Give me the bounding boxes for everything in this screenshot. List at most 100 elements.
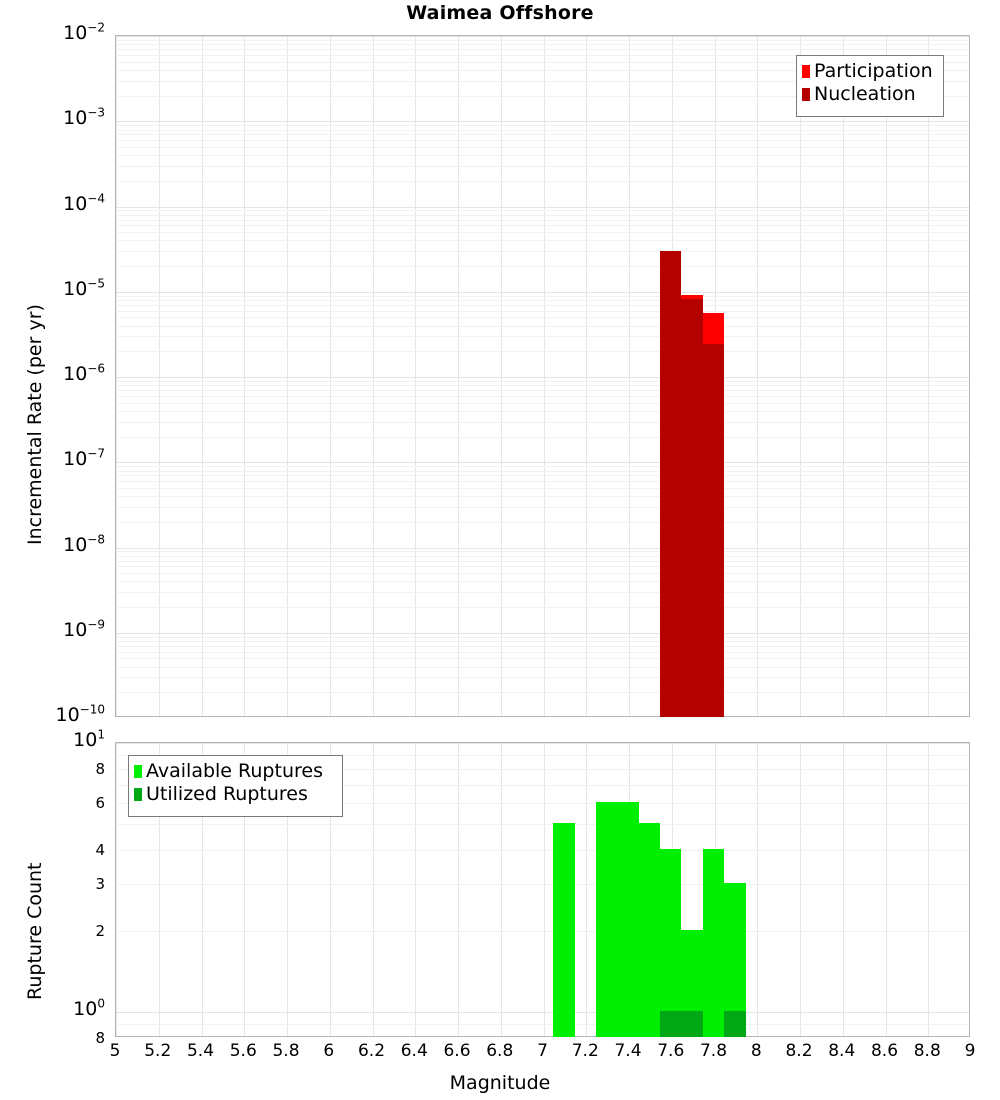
gridline-horizontal [116,390,969,391]
gridline-horizontal [116,225,969,226]
gridline-vertical [544,36,545,716]
gridline-horizontal [116,462,969,463]
gridline-horizontal [116,411,969,412]
gridline-vertical [928,743,929,1036]
gridline-horizontal [116,403,969,404]
page-title: Waimea Offshore [0,2,1000,24]
gridline-vertical [843,743,844,1036]
gridline-vertical [373,36,374,716]
y-tick-label-minor: 6 [0,794,105,813]
x-axis-label: Magnitude [0,1072,1000,1094]
gridline-horizontal [116,232,969,233]
top-legend-item[interactable]: Nucleation [802,83,937,106]
gridline-horizontal [116,692,969,693]
gridline-horizontal [116,551,969,552]
gridline-horizontal [116,155,969,156]
gridline-horizontal [116,471,969,472]
bar-utilized-ruptures [681,1011,702,1037]
legend-label: Participation [814,62,933,81]
bar-nucleation [681,299,702,717]
gridline-horizontal [116,130,969,131]
gridline-horizontal [116,296,969,297]
y-tick-label: 100 [0,1000,105,1019]
gridline-horizontal [116,49,969,50]
gridline-vertical [116,743,117,1036]
gridline-vertical [415,743,416,1036]
top-legend-item[interactable]: Participation [802,60,937,83]
gridline-vertical [544,743,545,1036]
legend-swatch-icon [802,88,810,101]
bottom-legend: Available Ruptures Utilized Ruptures [128,755,343,817]
gridline-horizontal [116,667,969,668]
gridline-horizontal [116,637,969,638]
gridline-horizontal [116,677,969,678]
gridline-horizontal [116,44,969,45]
gridline-horizontal [116,743,969,744]
gridline-horizontal [116,351,969,352]
gridline-horizontal [116,850,969,851]
y-tick-label: 10−7 [0,450,105,469]
y-tick-label: 10−9 [0,621,105,640]
gridline-horizontal [116,573,969,574]
gridline-horizontal [116,1024,969,1025]
gridline-horizontal [116,646,969,647]
gridline-horizontal [116,326,969,327]
gridline-horizontal [116,1012,969,1013]
gridline-horizontal [116,607,969,608]
gridline-vertical [501,36,502,716]
gridline-horizontal [116,548,969,549]
bar-available-ruptures [639,823,660,1037]
gridline-horizontal [116,566,969,567]
gridline-vertical [757,743,758,1036]
gridline-horizontal [116,305,969,306]
gridline-horizontal [116,220,969,221]
bar-utilized-ruptures [724,1011,745,1037]
y-tick-label-minor: 3 [0,875,105,894]
gridline-horizontal [116,824,969,825]
legend-swatch-icon [134,788,142,801]
gridline-vertical [928,36,929,716]
gridline-vertical [330,36,331,716]
bar-nucleation [660,251,681,717]
gridline-vertical [886,36,887,716]
bar-available-ruptures [617,802,638,1037]
gridline-vertical [757,36,758,716]
gridline-horizontal [116,641,969,642]
gridline-horizontal [116,507,969,508]
gridline-vertical [843,36,844,716]
gridline-horizontal [116,633,969,634]
gridline-horizontal [116,311,969,312]
bar-available-ruptures [553,823,574,1037]
gridline-vertical [629,36,630,716]
bar-available-ruptures [596,802,617,1037]
y-tick-label: 10−6 [0,365,105,384]
gridline-horizontal [116,396,969,397]
gridline-horizontal [116,522,969,523]
bar-utilized-ruptures [660,1011,681,1037]
gridline-vertical [886,743,887,1036]
gridline-vertical [800,36,801,716]
bottom-legend-item[interactable]: Available Ruptures [134,760,336,783]
gridline-horizontal [116,381,969,382]
incremental-rate-plot [115,35,970,717]
gridline-horizontal [116,336,969,337]
gridline-horizontal [116,317,969,318]
gridline-horizontal [116,240,969,241]
top-legend: Participation Nucleation [796,55,944,117]
gridline-horizontal [116,652,969,653]
gridline-horizontal [116,215,969,216]
gridline-vertical [116,36,117,716]
y-tick-label: 10−5 [0,280,105,299]
gridline-horizontal [116,884,969,885]
gridline-horizontal [116,134,969,135]
gridline-horizontal [116,658,969,659]
gridline-vertical [244,36,245,716]
gridline-vertical [458,743,459,1036]
y-tick-label-minor: 4 [0,841,105,860]
legend-label: Available Ruptures [146,762,323,781]
gridline-horizontal [116,147,969,148]
gridline-vertical [159,36,160,716]
bottom-y-axis-label: Rupture Count [24,863,46,1001]
gridline-vertical [586,743,587,1036]
bottom-legend-item[interactable]: Utilized Ruptures [134,783,336,806]
